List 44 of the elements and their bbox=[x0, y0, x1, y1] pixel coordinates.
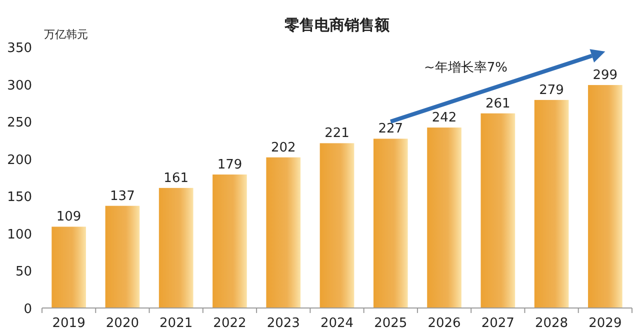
bar bbox=[320, 143, 354, 308]
data-label: 261 bbox=[485, 96, 510, 112]
x-tick-label: 2026 bbox=[428, 316, 461, 331]
y-tick-label: 350 bbox=[7, 41, 32, 56]
data-label: 161 bbox=[164, 170, 189, 186]
bar bbox=[158, 188, 194, 308]
data-label: 299 bbox=[592, 68, 618, 84]
x-tick-label: 2024 bbox=[320, 316, 354, 331]
x-tick-label: 2023 bbox=[266, 316, 300, 331]
data-label: 227 bbox=[378, 122, 404, 137]
x-tick-label: 2020 bbox=[106, 316, 139, 331]
x-tick-label: 2022 bbox=[213, 316, 246, 331]
x-tick-label: 2025 bbox=[374, 316, 408, 331]
y-tick-label: 200 bbox=[7, 152, 32, 168]
x-tick-label: 2028 bbox=[535, 316, 568, 331]
bar bbox=[588, 85, 622, 308]
bar bbox=[105, 206, 140, 308]
data-label: 137 bbox=[110, 188, 135, 204]
x-tick-label: 2019 bbox=[52, 316, 86, 331]
y-tick-label: 300 bbox=[7, 78, 32, 94]
data-label: 202 bbox=[270, 140, 296, 156]
y-tick-label: 150 bbox=[7, 190, 32, 206]
bar bbox=[266, 157, 301, 308]
bar bbox=[212, 174, 247, 308]
bar bbox=[480, 113, 516, 308]
bar bbox=[534, 100, 569, 308]
bar bbox=[52, 226, 86, 308]
y-tick-label: 50 bbox=[15, 264, 32, 280]
data-label: 279 bbox=[539, 82, 564, 98]
x-tick-label: 2021 bbox=[160, 316, 193, 331]
bar bbox=[373, 138, 408, 308]
chart-title: 零售电商销售额 bbox=[284, 16, 390, 34]
y-axis-title: 万亿韩元 bbox=[44, 28, 88, 41]
annotation: ~年增长率7% bbox=[424, 60, 508, 76]
x-tick-label: 2029 bbox=[588, 316, 622, 331]
data-label: 109 bbox=[56, 210, 82, 225]
data-label: 179 bbox=[217, 158, 242, 173]
data-label: 221 bbox=[324, 126, 350, 142]
data-label: 242 bbox=[432, 110, 457, 126]
y-tick-label: 250 bbox=[7, 116, 32, 131]
x-tick-label: 2027 bbox=[481, 316, 514, 331]
bar bbox=[427, 128, 462, 308]
y-tick-label: 0 bbox=[24, 302, 32, 317]
y-tick-label: 100 bbox=[7, 227, 32, 242]
